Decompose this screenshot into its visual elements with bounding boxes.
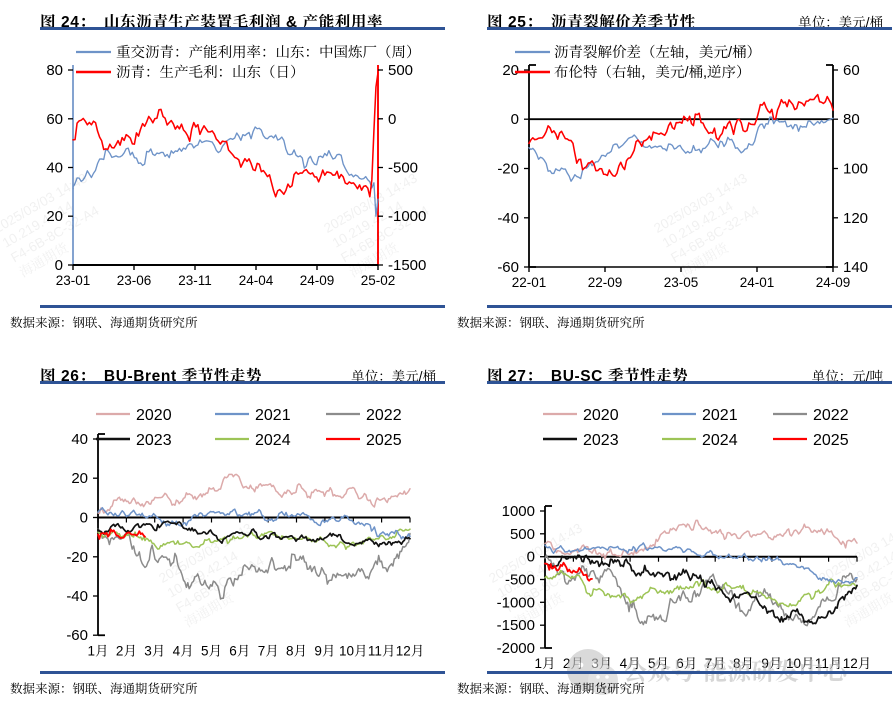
svg-text:沥青：生产毛利：山东（日）: 沥青：生产毛利：山东（日） xyxy=(116,64,305,81)
svg-text:140: 140 xyxy=(843,259,868,276)
svg-text:120: 120 xyxy=(843,210,868,227)
svg-text:0: 0 xyxy=(388,111,396,128)
svg-text:2025: 2025 xyxy=(366,432,402,449)
svg-text:60: 60 xyxy=(843,62,860,79)
svg-text:1月: 1月 xyxy=(534,656,555,671)
svg-text:80: 80 xyxy=(843,111,860,128)
svg-text:重交沥青：产能利用率：山东：中国炼厂（周）: 重交沥青：产能利用率：山东：中国炼厂（周） xyxy=(116,44,421,61)
svg-text:2024: 2024 xyxy=(702,432,738,449)
svg-text:沥青裂解价差（左轴，美元/桶）: 沥青裂解价差（左轴，美元/桶） xyxy=(554,44,761,61)
svg-text:2023: 2023 xyxy=(136,432,172,449)
svg-text:22-09: 22-09 xyxy=(588,275,623,290)
svg-text:60: 60 xyxy=(46,111,63,128)
svg-text:0: 0 xyxy=(511,111,519,128)
svg-text:500: 500 xyxy=(510,526,535,543)
svg-text:20: 20 xyxy=(502,62,519,79)
svg-text:12月: 12月 xyxy=(396,643,425,658)
svg-text:4月: 4月 xyxy=(173,643,194,658)
svg-text:20: 20 xyxy=(46,208,63,225)
svg-text:25-02: 25-02 xyxy=(361,273,396,288)
svg-text:11月: 11月 xyxy=(368,643,396,658)
svg-text:24-01: 24-01 xyxy=(740,275,775,290)
svg-text:5月: 5月 xyxy=(201,643,222,658)
svg-text:2023: 2023 xyxy=(583,432,619,449)
svg-text:80: 80 xyxy=(46,62,63,79)
svg-text:布伦特（右轴，美元/桶,逆序）: 布伦特（右轴，美元/桶,逆序） xyxy=(554,64,751,81)
svg-text:1月: 1月 xyxy=(87,643,108,658)
svg-text:2月: 2月 xyxy=(116,643,137,658)
svg-text:6月: 6月 xyxy=(229,643,250,658)
svg-text:3月: 3月 xyxy=(144,643,165,658)
svg-text:7月: 7月 xyxy=(258,643,279,658)
svg-text:24-09: 24-09 xyxy=(816,275,851,290)
svg-text:2022: 2022 xyxy=(366,407,402,424)
svg-text:-60: -60 xyxy=(497,259,519,276)
svg-text:-40: -40 xyxy=(66,588,88,605)
svg-text:-1500: -1500 xyxy=(497,617,535,634)
svg-text:-1000: -1000 xyxy=(497,594,535,611)
svg-text:0: 0 xyxy=(527,549,535,566)
svg-text:-20: -20 xyxy=(497,161,519,178)
svg-text:100: 100 xyxy=(843,161,868,178)
svg-text:2020: 2020 xyxy=(583,407,619,424)
svg-text:8月: 8月 xyxy=(286,643,307,658)
svg-text:-2000: -2000 xyxy=(497,640,535,657)
svg-text:-500: -500 xyxy=(505,572,535,589)
svg-text:2024: 2024 xyxy=(255,432,291,449)
svg-text:24-09: 24-09 xyxy=(300,273,335,288)
svg-text:0: 0 xyxy=(55,257,63,274)
svg-text:500: 500 xyxy=(388,62,413,79)
svg-text:23-01: 23-01 xyxy=(56,273,91,288)
svg-text:9月: 9月 xyxy=(314,643,335,658)
svg-text:24-04: 24-04 xyxy=(239,273,274,288)
svg-text:-60: -60 xyxy=(66,627,88,644)
svg-text:20: 20 xyxy=(71,470,88,487)
svg-text:10月: 10月 xyxy=(339,643,368,658)
svg-text:23-11: 23-11 xyxy=(178,273,212,288)
svg-text:-40: -40 xyxy=(497,210,519,227)
svg-text:-500: -500 xyxy=(388,160,418,177)
svg-text:-1500: -1500 xyxy=(388,257,426,274)
svg-text:23-06: 23-06 xyxy=(117,273,152,288)
svg-text:2021: 2021 xyxy=(255,407,291,424)
svg-text:23-05: 23-05 xyxy=(664,275,699,290)
svg-text:40: 40 xyxy=(71,431,88,448)
svg-text:-1000: -1000 xyxy=(388,208,426,225)
svg-text:2022: 2022 xyxy=(813,407,849,424)
svg-text:22-01: 22-01 xyxy=(512,275,547,290)
svg-text:2025: 2025 xyxy=(813,432,849,449)
svg-text:1000: 1000 xyxy=(502,503,535,520)
svg-text:2021: 2021 xyxy=(702,407,738,424)
svg-text:12月: 12月 xyxy=(843,656,872,671)
svg-text:40: 40 xyxy=(46,160,63,177)
svg-text:-20: -20 xyxy=(66,549,88,566)
svg-text:2020: 2020 xyxy=(136,407,172,424)
svg-text:0: 0 xyxy=(80,510,88,527)
